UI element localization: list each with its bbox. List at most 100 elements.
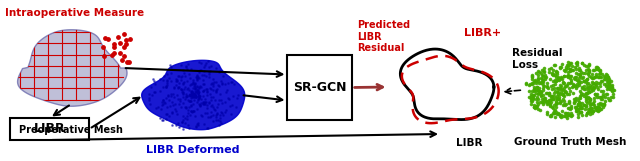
Point — [595, 75, 605, 78]
Point — [530, 89, 540, 92]
Point — [158, 103, 168, 105]
Point — [548, 98, 558, 101]
Point — [228, 95, 238, 98]
Point — [169, 96, 179, 98]
Point — [188, 93, 198, 96]
Point — [528, 94, 538, 97]
Point — [192, 85, 202, 88]
Point — [145, 103, 156, 105]
Point — [184, 77, 195, 79]
Point — [200, 88, 211, 91]
Point — [557, 78, 567, 80]
Point — [559, 90, 570, 92]
Text: Predicted
LIBR
Residual: Predicted LIBR Residual — [356, 20, 410, 53]
Point — [563, 75, 573, 78]
Point — [574, 69, 584, 71]
Point — [588, 110, 598, 113]
Point — [221, 109, 231, 111]
Point — [177, 119, 188, 122]
Point — [572, 83, 582, 85]
Point — [189, 99, 199, 101]
Point — [176, 88, 186, 90]
Point — [551, 110, 561, 113]
Point — [579, 85, 589, 87]
Point — [596, 95, 607, 98]
Point — [579, 104, 589, 106]
Point — [595, 89, 605, 92]
Point — [581, 101, 591, 104]
Point — [564, 93, 574, 95]
Point — [570, 77, 580, 80]
Point — [607, 89, 618, 91]
Point — [545, 78, 556, 81]
Point — [591, 66, 601, 69]
Point — [216, 99, 227, 102]
Point — [209, 107, 219, 110]
Point — [564, 68, 575, 71]
Point — [589, 87, 599, 89]
Point — [556, 113, 566, 116]
Point — [545, 104, 556, 106]
Point — [586, 113, 596, 116]
Point — [570, 98, 580, 100]
Point — [540, 74, 550, 76]
Point — [186, 99, 196, 102]
Point — [174, 86, 184, 89]
Point — [538, 102, 548, 105]
Point — [580, 92, 591, 95]
Point — [555, 66, 565, 69]
Point — [160, 102, 170, 104]
Point — [564, 64, 575, 66]
Point — [214, 93, 225, 95]
Point — [188, 94, 198, 96]
Point — [170, 108, 180, 110]
Point — [556, 100, 566, 102]
Point — [566, 114, 576, 117]
Point — [202, 107, 212, 109]
Point — [534, 92, 544, 94]
Point — [214, 85, 224, 88]
Point — [173, 74, 183, 77]
Point — [599, 104, 609, 107]
Point — [545, 114, 555, 117]
Point — [592, 96, 602, 99]
Point — [154, 117, 164, 119]
Point — [163, 98, 173, 101]
Point — [193, 99, 204, 101]
Point — [571, 68, 581, 71]
Point — [575, 107, 585, 109]
Point — [196, 74, 207, 76]
Point — [541, 85, 552, 88]
Point — [566, 104, 576, 107]
Point — [579, 79, 589, 82]
Point — [225, 105, 236, 107]
Point — [598, 103, 609, 105]
Point — [572, 103, 582, 106]
Point — [198, 101, 209, 103]
Point — [192, 85, 202, 88]
Point — [184, 93, 194, 96]
Point — [175, 76, 186, 78]
Point — [529, 79, 540, 82]
Point — [531, 104, 541, 107]
Point — [187, 93, 197, 95]
Point — [179, 72, 189, 74]
Point — [567, 86, 577, 89]
Point — [538, 89, 548, 91]
Point — [212, 113, 223, 116]
Point — [574, 97, 584, 99]
Point — [591, 66, 602, 68]
Point — [546, 115, 556, 117]
Point — [192, 75, 202, 77]
Point — [595, 72, 605, 75]
Point — [122, 61, 132, 63]
Point — [161, 86, 172, 88]
Point — [537, 98, 547, 101]
Point — [582, 111, 593, 114]
Point — [533, 80, 543, 82]
Point — [184, 93, 195, 95]
Point — [604, 99, 614, 102]
Point — [174, 103, 184, 105]
Text: SR-GCN: SR-GCN — [293, 81, 346, 94]
Point — [190, 90, 200, 93]
